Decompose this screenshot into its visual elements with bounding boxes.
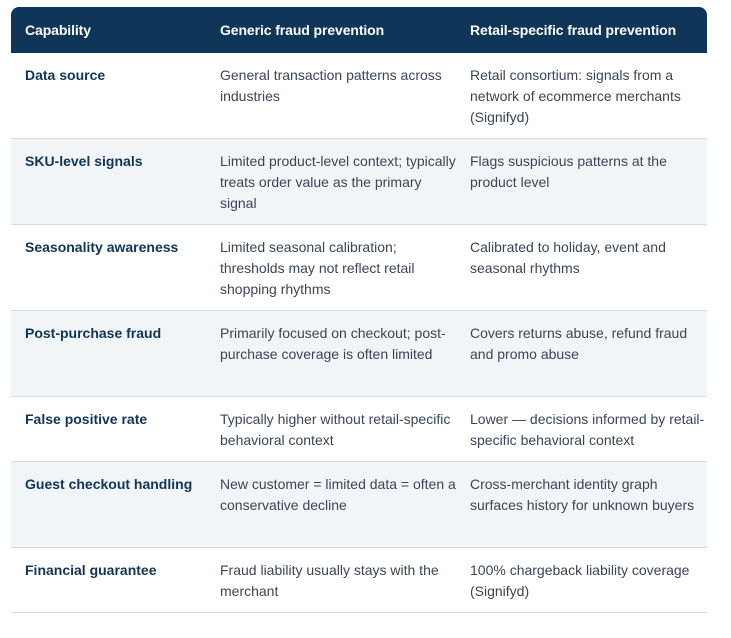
- table-header: Capability Generic fraud prevention Reta…: [11, 7, 707, 53]
- row-retail: Calibrated to holiday, event and seasona…: [470, 239, 666, 276]
- row-retail: Covers returns abuse, refund fraud and p…: [470, 325, 688, 362]
- comparison-table: Capability Generic fraud prevention Reta…: [11, 7, 707, 613]
- row-generic: Typically higher without retail-specific…: [220, 411, 451, 448]
- row-retail: Lower — decisions informed by retail-spe…: [470, 411, 705, 448]
- row-capability: SKU-level signals: [25, 153, 143, 169]
- row-generic: Limited seasonal calibration; thresholds…: [220, 239, 415, 297]
- header-capability: Capability: [25, 22, 91, 38]
- row-retail: Retail consortium: signals from a networ…: [470, 67, 681, 125]
- row-capability: Data source: [25, 67, 106, 83]
- row-capability: Financial guarantee: [25, 562, 157, 578]
- row-generic: Limited product-level context; typically…: [220, 153, 456, 211]
- table-row: SKU-level signals Limited product-level …: [11, 139, 707, 225]
- row-capability: Guest checkout handling: [25, 476, 193, 492]
- row-retail: 100% chargeback liability coverage (Sign…: [470, 562, 690, 599]
- header-generic: Generic fraud prevention: [220, 22, 385, 38]
- row-capability: Post-purchase fraud: [25, 325, 162, 341]
- table-row: Financial guarantee Fraud liability usua…: [11, 548, 707, 613]
- row-capability: False positive rate: [25, 411, 148, 427]
- row-generic: General transaction patterns across indu…: [220, 67, 442, 104]
- table-row: Guest checkout handling New customer = l…: [11, 462, 707, 548]
- table-row: Data source General transaction patterns…: [11, 53, 707, 139]
- row-retail: Flags suspicious patterns at the product…: [470, 153, 667, 190]
- row-retail: Cross-merchant identity graph surfaces h…: [470, 476, 695, 513]
- header-retail: Retail-specific fraud prevention: [470, 22, 677, 38]
- row-generic: Fraud liability usually stays with the m…: [220, 562, 439, 599]
- row-generic: Primarily focused on checkout; post-purc…: [220, 325, 446, 362]
- table-row: Seasonality awareness Limited seasonal c…: [11, 225, 707, 311]
- row-generic: New customer = limited data = often a co…: [220, 476, 456, 513]
- row-capability: Seasonality awareness: [25, 239, 179, 255]
- table-row: Post-purchase fraud Primarily focused on…: [11, 311, 707, 397]
- table-row: False positive rate Typically higher wit…: [11, 397, 707, 462]
